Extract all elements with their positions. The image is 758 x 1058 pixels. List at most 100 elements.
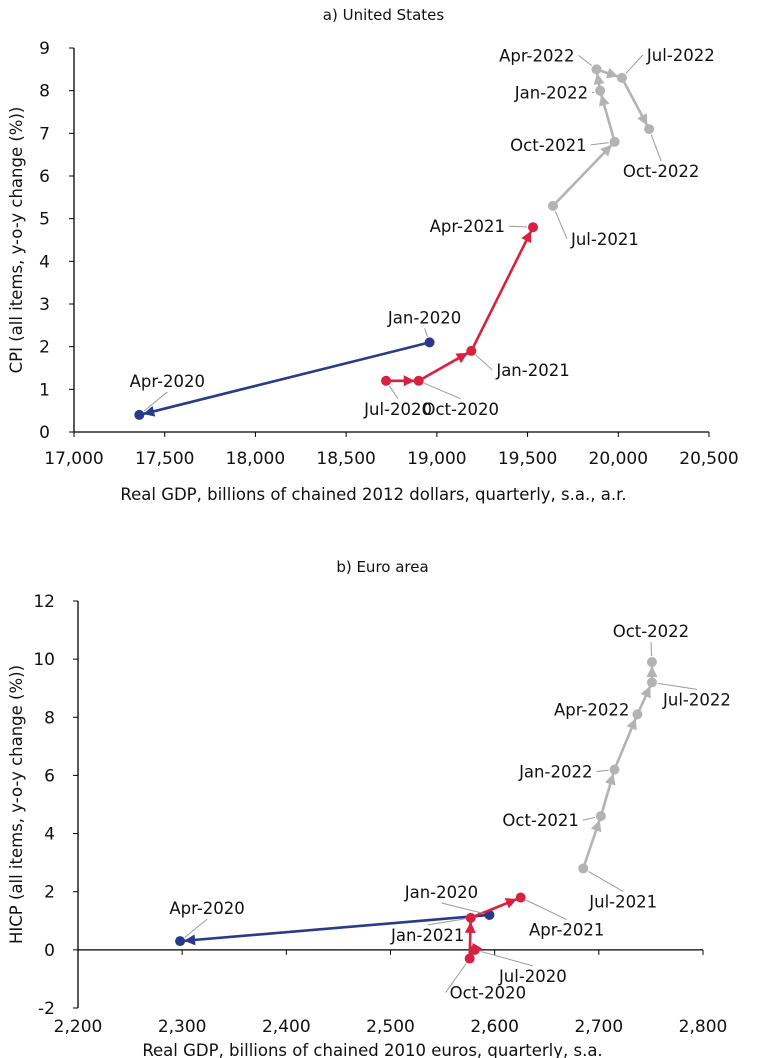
series-phase3	[578, 657, 658, 874]
point-label-oct-2022: Oct-2022	[613, 622, 689, 641]
y-tick-label: 2	[39, 338, 50, 358]
series-phase3	[547, 64, 655, 211]
annotation-leader	[650, 642, 653, 657]
chart-title: b) Euro area	[336, 558, 428, 576]
point-label-jul-2020: Jul-2020	[498, 967, 567, 986]
series-segment	[470, 225, 535, 353]
y-tick-label: 0	[44, 941, 55, 961]
series-phase2	[464, 892, 526, 964]
series-arrowhead	[604, 773, 616, 786]
y-tick-label: 8	[39, 82, 50, 102]
data-point	[646, 677, 657, 688]
series-arrowhead	[646, 666, 658, 678]
chart-panel-us: a) United States 17,000 17,500 18,000 18,500…	[7, 6, 739, 504]
data-point	[515, 892, 526, 903]
series-arrowhead	[464, 921, 476, 934]
annotation-leader	[578, 54, 593, 67]
y-tick-label: -2	[38, 999, 55, 1019]
annotation-leader	[590, 142, 609, 146]
x-axis-label: Real GDP, billions of chained 2012 dolla…	[120, 485, 626, 504]
data-point	[616, 72, 627, 83]
point-label-apr-2021: Apr-2021	[430, 217, 505, 236]
y-tick-label: 3	[39, 295, 50, 315]
series-phase2	[381, 222, 539, 387]
series-arrowhead	[598, 94, 610, 107]
data-point	[591, 64, 602, 75]
x-tick-label: 2,600	[470, 1017, 519, 1037]
y-tick-label: 0	[39, 423, 50, 443]
point-label-jul-2022: Jul-2022	[662, 690, 731, 709]
annotation-leader	[143, 391, 168, 412]
point-label-oct-2020: Oct-2020	[450, 984, 526, 1003]
chart-title: a) United States	[323, 6, 445, 24]
series-segment	[178, 913, 491, 943]
annotation-leader	[592, 91, 595, 94]
series-arrowhead	[521, 230, 532, 244]
point-label-oct-2021: Oct-2021	[510, 136, 586, 155]
data-point	[469, 944, 480, 955]
series-segment	[138, 341, 431, 417]
data-point	[424, 337, 435, 348]
x-tick-label: 17,000	[44, 449, 103, 469]
point-label-apr-2021: Apr-2021	[529, 921, 604, 940]
point-label-oct-2020: Oct-2020	[422, 400, 498, 419]
point-label-jan-2022: Jan-2022	[518, 763, 592, 782]
point-label-oct-2022: Oct-2022	[623, 162, 699, 181]
y-tick-label: 10	[33, 650, 55, 670]
series-arrowhead	[184, 934, 196, 946]
data-point	[609, 136, 620, 147]
annotation-leader	[508, 225, 528, 228]
point-label-jul-2021: Jul-2021	[570, 230, 639, 249]
series-arrowhead	[455, 352, 468, 364]
x-tick-label: 2,200	[54, 1017, 103, 1037]
point-label-jan-2020: Jan-2020	[387, 308, 461, 327]
point-label-apr-2020: Apr-2020	[169, 899, 244, 918]
x-tick-label: 19,000	[407, 449, 466, 469]
point-label-apr-2020: Apr-2020	[130, 372, 205, 391]
annotation-leader	[388, 385, 399, 400]
data-point	[528, 222, 539, 233]
x-tick-label: 2,700	[574, 1017, 623, 1037]
annotation-leader	[445, 963, 467, 993]
x-axis-label: Real GDP, billions of chained 2010 euros…	[142, 1041, 602, 1058]
y-tick-label: 8	[44, 708, 55, 728]
series-phase1	[134, 337, 435, 420]
y-axis-label: HICP (all items, y-o-y change (%))	[7, 665, 26, 944]
data-point	[547, 200, 558, 211]
x-tick-label: 2,500	[366, 1017, 415, 1037]
data-point	[646, 657, 657, 668]
x-tick-label: 2,400	[262, 1017, 311, 1037]
annotation-leader	[424, 382, 461, 400]
data-point	[466, 345, 477, 356]
x-tick-label: 20,000	[589, 449, 648, 469]
data-point	[413, 375, 424, 386]
x-tick-label: 19,500	[498, 449, 557, 469]
annotation-leader	[427, 918, 465, 926]
y-tick-label: 2	[44, 883, 55, 903]
annotation-leader	[625, 54, 644, 74]
point-label-apr-2022: Apr-2022	[499, 46, 574, 65]
series-phase1	[175, 909, 495, 947]
annotation-leader	[441, 902, 484, 915]
annotation-leader	[596, 769, 609, 773]
data-point	[175, 936, 186, 947]
series-arrowhead	[626, 718, 637, 731]
point-label-jul-2021: Jul-2021	[588, 892, 657, 911]
data-point	[578, 863, 589, 874]
point-label-jul-2020: Jul-2020	[363, 400, 432, 419]
annotation-leader	[525, 899, 567, 920]
series-arrowhead	[637, 113, 648, 126]
point-label-oct-2021: Oct-2021	[502, 811, 578, 830]
annotation-leader	[554, 211, 568, 240]
series-arrowhead	[640, 686, 651, 699]
x-tick-label: 20,500	[679, 449, 738, 469]
data-point	[464, 953, 475, 964]
data-point	[609, 764, 620, 775]
point-label-jul-2022: Jul-2022	[646, 46, 715, 65]
y-tick-label: 4	[39, 252, 50, 272]
y-tick-label: 6	[44, 766, 55, 786]
annotation-leader	[588, 871, 624, 892]
series-arrowhead	[600, 144, 612, 157]
annotation-leader	[650, 134, 662, 162]
